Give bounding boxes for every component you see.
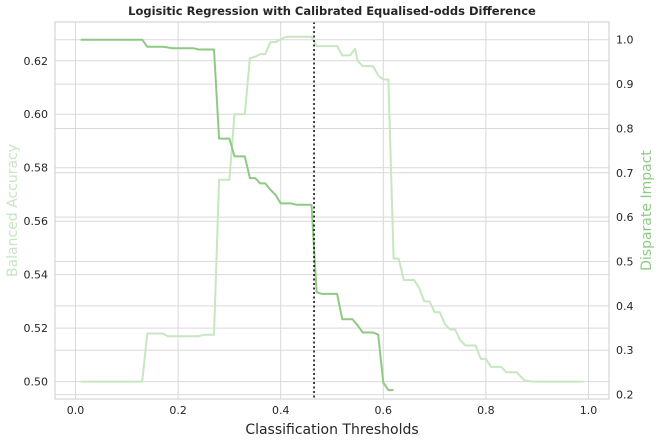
tick-labels: 0.0 0.2 0.4 0.6 0.8 1.0 0.50 0.52 0.54 0.56 0.58 0.… <box>24 34 634 417</box>
y-right-tick-label: 1.0 <box>616 34 634 47</box>
y-right-tick-label: 0.9 <box>616 78 634 91</box>
x-tick-label: 1.0 <box>580 404 598 417</box>
x-tick-label: 0.2 <box>169 404 187 417</box>
y-left-tick-label: 0.62 <box>24 55 49 68</box>
x-tick-label: 0.6 <box>375 404 393 417</box>
series-line-right <box>80 38 394 392</box>
y-left-tick-label: 0.56 <box>24 215 49 228</box>
x-tick-label: 0.4 <box>272 404 290 417</box>
y-left-tick-label: 0.58 <box>24 162 49 175</box>
y-axis-right-label: Disparate Impact <box>639 150 655 271</box>
y-axis-left-label: Balanced Accuracy <box>5 144 21 277</box>
y-left-tick-label: 0.54 <box>24 269 49 282</box>
y-right-tick-label: 0.8 <box>616 122 634 135</box>
y-right-tick-label: 0.3 <box>616 344 634 357</box>
y-left-tick-label: 0.50 <box>24 376 49 389</box>
grid <box>55 22 609 399</box>
y-left-tick-label: 0.52 <box>24 322 49 335</box>
y-right-tick-label: 0.6 <box>616 211 634 224</box>
plot-frame <box>54 21 610 400</box>
y-right-tick-label: 0.2 <box>616 389 634 402</box>
x-tick-label: 0.8 <box>477 404 495 417</box>
y-left-tick-label: 0.60 <box>24 108 49 121</box>
x-axis-label: Classification Thresholds <box>245 422 418 438</box>
chart-title: Logisitic Regression with Calibrated Equ… <box>128 4 536 18</box>
y-right-tick-label: 0.4 <box>616 300 634 313</box>
y-right-tick-label: 0.7 <box>616 167 634 180</box>
y-right-tick-label: 0.5 <box>616 256 634 269</box>
series-group <box>80 35 584 392</box>
series-line-left <box>80 35 584 383</box>
x-tick-label: 0.0 <box>67 404 85 417</box>
